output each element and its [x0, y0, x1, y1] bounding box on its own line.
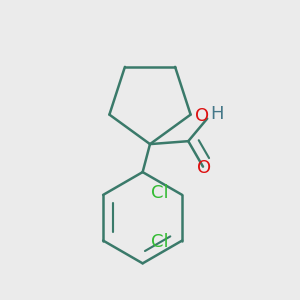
Text: Cl: Cl	[151, 233, 169, 251]
Text: Cl: Cl	[151, 184, 169, 202]
Text: H: H	[210, 105, 224, 123]
Text: O: O	[195, 107, 209, 125]
Text: O: O	[197, 159, 212, 177]
